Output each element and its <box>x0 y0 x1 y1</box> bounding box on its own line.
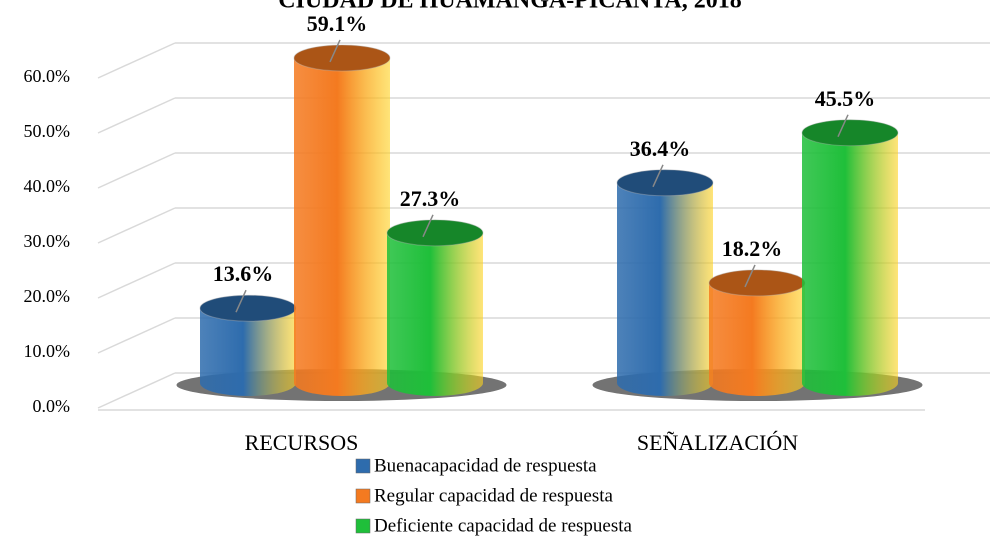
y-tick-label: 20.0% <box>24 286 71 306</box>
bar <box>199 294 297 396</box>
bar <box>801 119 899 396</box>
y-tick-label: 40.0% <box>24 176 71 196</box>
bar-top <box>708 269 806 297</box>
grid-line <box>97 207 176 244</box>
grid-line <box>97 317 176 354</box>
legend-swatch <box>355 488 371 504</box>
leader-line <box>652 164 664 188</box>
grid-line <box>97 372 176 409</box>
y-tick-label: 10.0% <box>24 341 71 361</box>
grid-line <box>97 42 176 79</box>
value-label: 59.1% <box>307 11 368 36</box>
y-tick-label: 60.0% <box>24 66 71 86</box>
bar-body <box>387 232 483 396</box>
y-tick-label: 0.0% <box>33 396 71 416</box>
value-label: 18.2% <box>722 236 783 261</box>
bar-body <box>617 182 713 396</box>
bar-top <box>293 44 391 72</box>
grid-line <box>97 262 176 299</box>
bar <box>386 219 484 396</box>
value-label: 13.6% <box>213 261 274 286</box>
leader-line <box>329 39 341 63</box>
leader-line <box>422 214 434 238</box>
value-label: 36.4% <box>630 136 691 161</box>
legend-swatch <box>355 518 371 534</box>
x-tick-label: RECURSOS <box>245 430 359 455</box>
chart-title: CIUDAD DE HUAMANGA-PICANTA, 2018 <box>278 0 742 14</box>
legend-label: Deficiente capacidad de respuesta <box>374 515 633 536</box>
leader-line <box>837 114 849 138</box>
x-tick-label: SEÑALIZACIÓN <box>637 430 798 455</box>
grid-line <box>97 97 176 134</box>
bar-body <box>709 282 805 396</box>
y-tick-label: 50.0% <box>24 121 71 141</box>
bar-body <box>294 57 390 396</box>
bar-body <box>200 308 296 396</box>
bar-body <box>802 132 898 396</box>
bar-top <box>199 294 297 322</box>
bar-top <box>386 219 484 247</box>
bar <box>293 44 391 396</box>
value-label: 45.5% <box>815 86 876 111</box>
bar-top <box>801 119 899 147</box>
leader-line <box>744 264 756 288</box>
leader-line <box>235 289 247 313</box>
legend-label: Regular capacidad de respuesta <box>374 485 614 506</box>
bar <box>616 169 714 396</box>
value-label: 27.3% <box>400 186 461 211</box>
y-tick-label: 30.0% <box>24 231 71 251</box>
bar-top <box>616 169 714 197</box>
grid-line <box>97 152 176 189</box>
legend-swatch <box>355 458 371 474</box>
bar <box>708 269 806 396</box>
legend-label: Buenacapacidad de respuesta <box>374 455 597 476</box>
